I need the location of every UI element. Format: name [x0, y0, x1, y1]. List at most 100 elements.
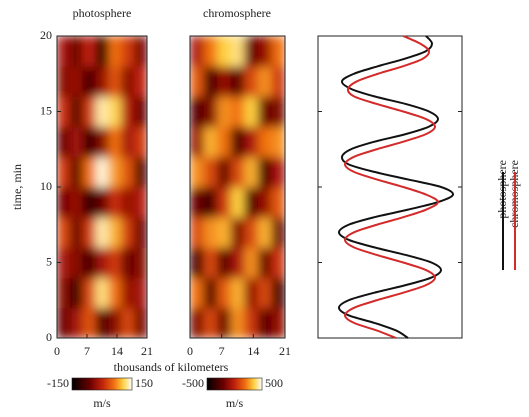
heatmap-cell: [190, 156, 205, 188]
colorbar-tick-label: -500: [182, 376, 204, 390]
heatmap-cell: [217, 156, 232, 188]
heatmap-cell: [230, 217, 245, 248]
heatmap-cell: [82, 187, 97, 218]
heatmap-cell: [69, 36, 84, 67]
x-tick-label: 0: [187, 344, 193, 358]
heatmap-cell: [203, 187, 218, 218]
heatmap-cell: [108, 66, 122, 97]
y-tick-label: 20: [40, 28, 52, 42]
heatmap-cell: [69, 277, 84, 309]
heatmap-cell: [69, 217, 84, 248]
series-line: [343, 35, 440, 339]
heatmap-cell: [69, 187, 84, 218]
heatmap-cell: [203, 66, 218, 97]
heatmap-cell: [108, 96, 122, 128]
series-line: [337, 35, 454, 339]
heatmap-cell: [57, 187, 71, 218]
heatmap-cell: [203, 156, 218, 188]
panel-title: chromosphere: [203, 6, 271, 20]
heatmap-cell: [244, 66, 259, 97]
heatmap-cell: [190, 217, 205, 248]
x-tick-label: 21: [279, 344, 291, 358]
heatmap-cell: [190, 187, 205, 218]
heatmap-cell: [230, 307, 245, 338]
colorbar-tick-label: -150: [47, 376, 69, 390]
heatmap-cell: [82, 66, 97, 97]
heatmap-cell: [244, 156, 259, 188]
panel-title: photosphere: [73, 6, 132, 20]
heatmap-cell: [257, 126, 272, 158]
heatmap-cell: [134, 187, 147, 218]
heatmap-cell: [217, 247, 232, 279]
heatmap-cell: [271, 156, 285, 188]
heatmap-cell: [217, 126, 232, 158]
heatmap-cell: [82, 96, 97, 128]
heatmap-cell: [82, 217, 97, 248]
y-tick-label: 5: [46, 254, 52, 268]
heatmap-cell: [95, 187, 109, 218]
heatmap-cell: [244, 126, 259, 158]
heatmap-cell: [203, 307, 218, 338]
x-tick-label: 14: [247, 344, 259, 358]
heatmap-cell: [271, 277, 285, 309]
heatmap-cell: [271, 247, 285, 279]
y-tick-label: 15: [40, 103, 52, 117]
heatmap-cell: [95, 36, 109, 67]
heatmap-cell: [230, 187, 245, 218]
heatmap-cell: [95, 217, 109, 248]
colorbar-tick-label: 500: [265, 376, 283, 390]
heatmap-cell: [203, 96, 218, 128]
heatmap-cell: [82, 277, 97, 309]
heatmap-cell: [190, 66, 205, 97]
heatmap: [190, 36, 285, 338]
heatmap-cell: [257, 96, 272, 128]
heatmap-cell: [217, 36, 232, 67]
heatmap-cell: [121, 96, 135, 128]
heatmap-cell: [244, 247, 259, 279]
heatmap-cell: [69, 126, 84, 158]
heatmap-cell: [230, 247, 245, 279]
heatmap-cell: [57, 307, 71, 338]
heatmap-cell: [82, 156, 97, 188]
heatmap-cell: [108, 187, 122, 218]
heatmap-cells: [190, 36, 285, 338]
heatmap-cell: [190, 96, 205, 128]
heatmap-cell: [121, 126, 135, 158]
heatmap-cell: [203, 277, 218, 309]
heatmap-cell: [244, 36, 259, 67]
colorbar: [206, 377, 263, 391]
heatmap-cell: [190, 277, 205, 309]
heatmap-cell: [108, 36, 122, 67]
heatmap: [57, 36, 147, 338]
heatmap-cell: [271, 307, 285, 338]
heatmap-cell: [121, 66, 135, 97]
heatmap-cell: [271, 66, 285, 97]
heatmap-cell: [134, 66, 147, 97]
x-tick-label: 14: [111, 344, 123, 358]
heatmap-cell: [57, 217, 71, 248]
heatmap-cell: [57, 277, 71, 309]
heatmap-cell: [244, 187, 259, 218]
heatmap-cell: [95, 307, 109, 338]
heatmap-cell: [134, 156, 147, 188]
x-tick-label: 7: [84, 344, 90, 358]
heatmap-cell: [95, 247, 109, 279]
heatmap-cell: [134, 36, 147, 67]
legend-label: chromosphere: [507, 160, 521, 228]
heatmap-cell: [82, 36, 97, 67]
heatmap-cell: [134, 217, 147, 248]
x-tick-label: 21: [141, 344, 153, 358]
heatmap-cell: [257, 307, 272, 338]
heatmap-cell: [121, 217, 135, 248]
heatmap-cell: [244, 307, 259, 338]
heatmap-cell: [257, 277, 272, 309]
heatmap-cell: [134, 307, 147, 338]
heatmap-cell: [230, 156, 245, 188]
panel-frame: [189, 35, 286, 339]
heatmap-cell: [257, 66, 272, 97]
heatmap-cell: [57, 156, 71, 188]
heatmap-cell: [257, 217, 272, 248]
heatmap-cell: [121, 156, 135, 188]
heatmap-cell: [95, 156, 109, 188]
heatmap-cell: [108, 156, 122, 188]
